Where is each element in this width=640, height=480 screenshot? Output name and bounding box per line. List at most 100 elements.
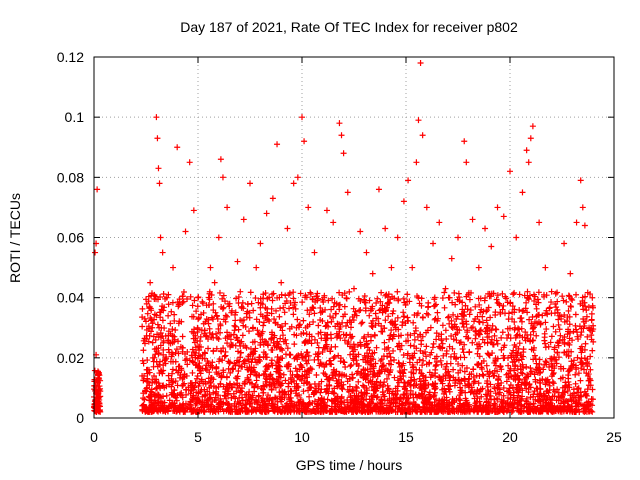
data-point [515, 403, 522, 410]
data-point [512, 376, 519, 383]
data-point [522, 329, 529, 336]
data-point [461, 138, 468, 145]
data-point [224, 204, 231, 211]
data-point [565, 307, 572, 314]
data-point [431, 386, 438, 393]
data-point [332, 310, 339, 317]
data-point [188, 387, 195, 394]
data-point [268, 397, 275, 404]
data-point [237, 389, 244, 396]
data-point [242, 401, 249, 408]
data-point [358, 320, 365, 327]
data-point [200, 320, 207, 327]
data-point [499, 306, 506, 313]
data-point [226, 303, 233, 310]
data-point [442, 327, 449, 334]
data-point [216, 289, 223, 296]
data-point [477, 388, 484, 395]
data-point [390, 400, 397, 407]
data-point [210, 347, 217, 354]
data-point [514, 382, 521, 389]
data-point [494, 292, 501, 299]
data-point [251, 348, 258, 355]
data-point [454, 313, 461, 320]
data-point [321, 294, 328, 301]
data-point [300, 317, 307, 324]
data-point [322, 306, 329, 313]
data-point [325, 376, 332, 383]
data-point [551, 353, 558, 360]
data-point [422, 394, 429, 401]
data-point [215, 234, 222, 241]
data-point [209, 331, 216, 338]
data-point [579, 302, 586, 309]
data-point [276, 294, 283, 301]
data-point [406, 381, 413, 388]
data-point [157, 330, 164, 337]
data-point [533, 385, 540, 392]
data-point [404, 291, 411, 298]
data-point [573, 366, 580, 373]
data-point [328, 318, 335, 325]
data-point [433, 336, 440, 343]
data-point [564, 406, 571, 413]
data-point [377, 298, 384, 305]
data-point [341, 337, 348, 344]
data-point [523, 374, 530, 381]
data-point [561, 340, 568, 347]
data-point [272, 320, 279, 327]
data-point [193, 389, 200, 396]
data-point [264, 312, 271, 319]
data-point [426, 369, 433, 376]
data-point [208, 334, 215, 341]
data-point [394, 383, 401, 390]
data-point [381, 325, 388, 332]
data-point [352, 308, 359, 315]
data-point [304, 307, 311, 314]
data-point [499, 329, 506, 336]
data-point [220, 292, 227, 299]
data-point [307, 289, 314, 296]
data-point [407, 342, 414, 349]
data-point [353, 370, 360, 377]
data-point [318, 386, 325, 393]
data-point [143, 326, 150, 333]
data-point [421, 388, 428, 395]
data-point [176, 296, 183, 303]
data-point [536, 379, 543, 386]
data-point [339, 371, 346, 378]
data-point [330, 389, 337, 396]
data-point [298, 350, 305, 357]
data-point [532, 378, 539, 385]
data-point [543, 326, 550, 333]
data-point [494, 340, 501, 347]
data-point [441, 304, 448, 311]
data-point [519, 189, 526, 196]
data-point [491, 384, 498, 391]
data-point [452, 331, 459, 338]
data-point [195, 314, 202, 321]
data-point [378, 356, 385, 363]
data-point [273, 395, 280, 402]
data-point [484, 340, 491, 347]
data-point [184, 361, 191, 368]
data-point [368, 320, 375, 327]
data-point [268, 335, 275, 342]
data-point [145, 338, 152, 345]
data-point [365, 379, 372, 386]
data-point [280, 338, 287, 345]
data-point [551, 402, 558, 409]
data-point [324, 319, 331, 326]
data-point [443, 350, 450, 357]
data-point [517, 352, 524, 359]
data-point [241, 404, 248, 411]
data-point [524, 288, 531, 295]
data-point [160, 338, 167, 345]
data-point [363, 249, 370, 256]
data-point [463, 159, 470, 166]
data-point [360, 366, 367, 373]
data-point [509, 309, 516, 316]
data-point [95, 369, 102, 376]
data-point [432, 396, 439, 403]
data-point [537, 321, 544, 328]
